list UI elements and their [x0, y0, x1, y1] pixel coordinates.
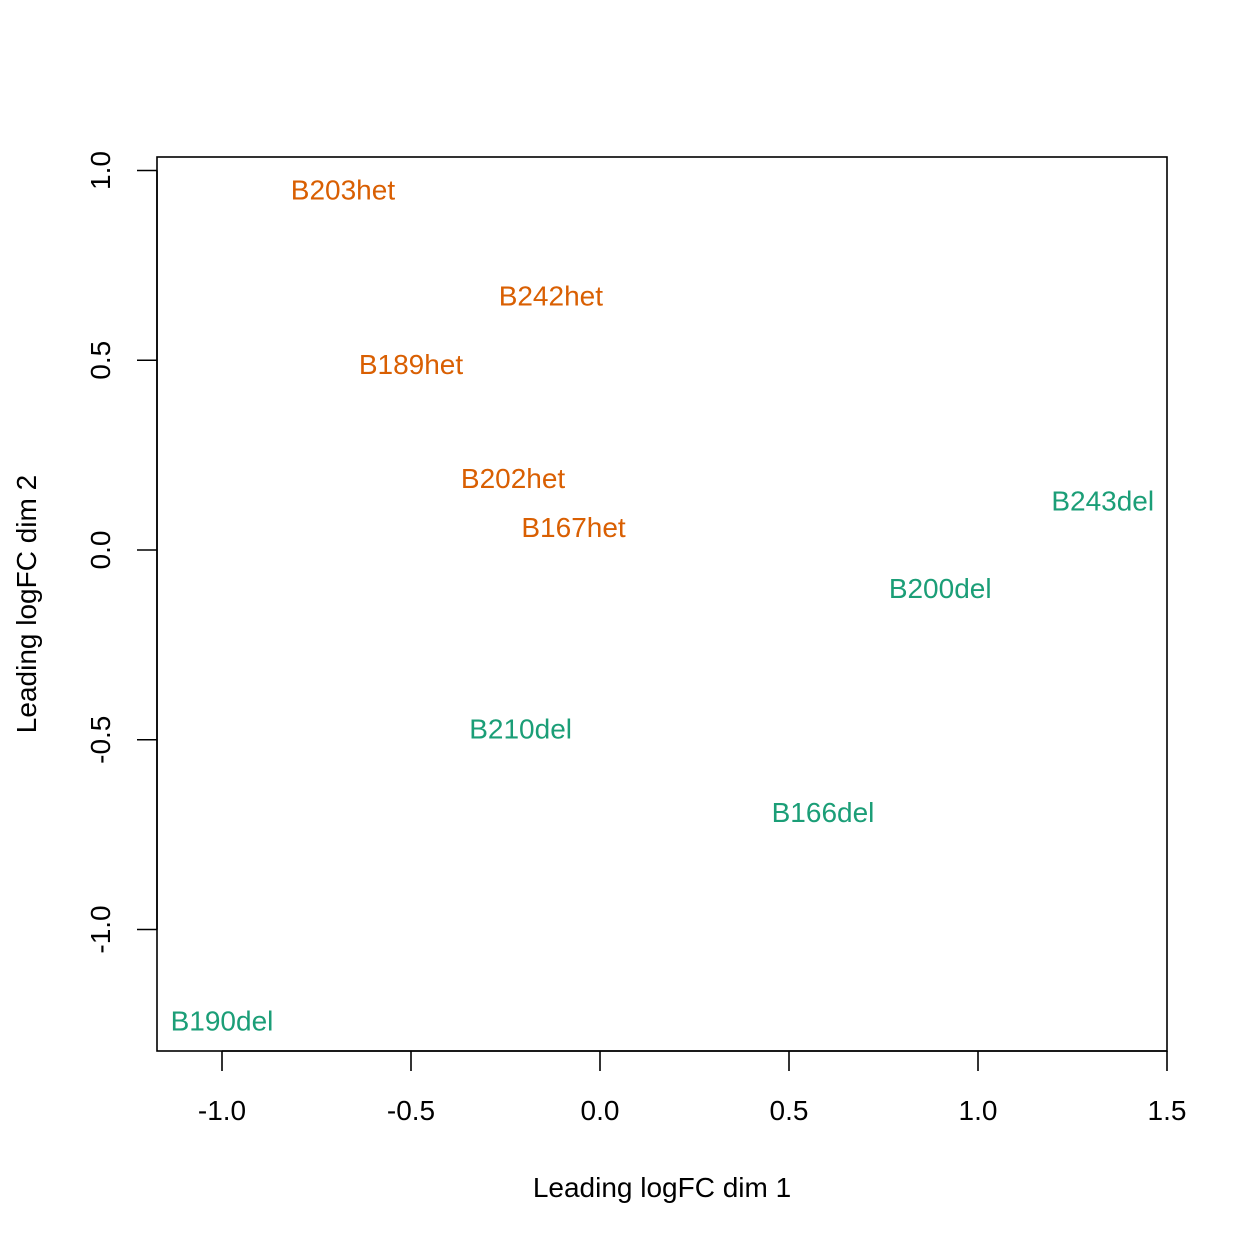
y-tick-label: -1.0: [85, 905, 116, 953]
x-tick-label: 1.0: [959, 1095, 998, 1126]
y-axis-title: Leading logFC dim 2: [11, 475, 42, 733]
sample-label: B189het: [359, 349, 464, 380]
x-axis-title: Leading logFC dim 1: [533, 1172, 791, 1203]
y-tick-label: 0.5: [85, 341, 116, 380]
y-tick-label: 0.0: [85, 531, 116, 570]
x-tick-label: 1.5: [1148, 1095, 1187, 1126]
plot-area-frame: [156, 156, 1168, 1052]
x-axis: -1.0 -0.5 0.0 0.5 1.0 1.5: [198, 1050, 1187, 1126]
x-tick-label: 0.0: [581, 1095, 620, 1126]
y-tick-label: -0.5: [85, 716, 116, 764]
sample-label: B190del: [171, 1006, 274, 1037]
sample-label: B203het: [291, 174, 396, 205]
x-tick-label: -0.5: [387, 1095, 435, 1126]
sample-label: B167het: [521, 512, 626, 543]
sample-label: B202het: [461, 463, 566, 494]
data-labels: B203het B242het B189het B202het B167het B243d…: [171, 174, 1155, 1036]
x-tick-label: 0.5: [770, 1095, 809, 1126]
sample-label: B166del: [772, 797, 875, 828]
y-axis: -1.0 -0.5 0.0 0.5 1.0: [85, 151, 158, 954]
sample-label: B242het: [499, 281, 604, 312]
sample-label: B243del: [1051, 486, 1154, 517]
sample-label: B200del: [889, 573, 992, 604]
x-tick-label: -1.0: [198, 1095, 246, 1126]
y-tick-label: 1.0: [85, 151, 116, 190]
sample-label: B210del: [469, 713, 572, 744]
